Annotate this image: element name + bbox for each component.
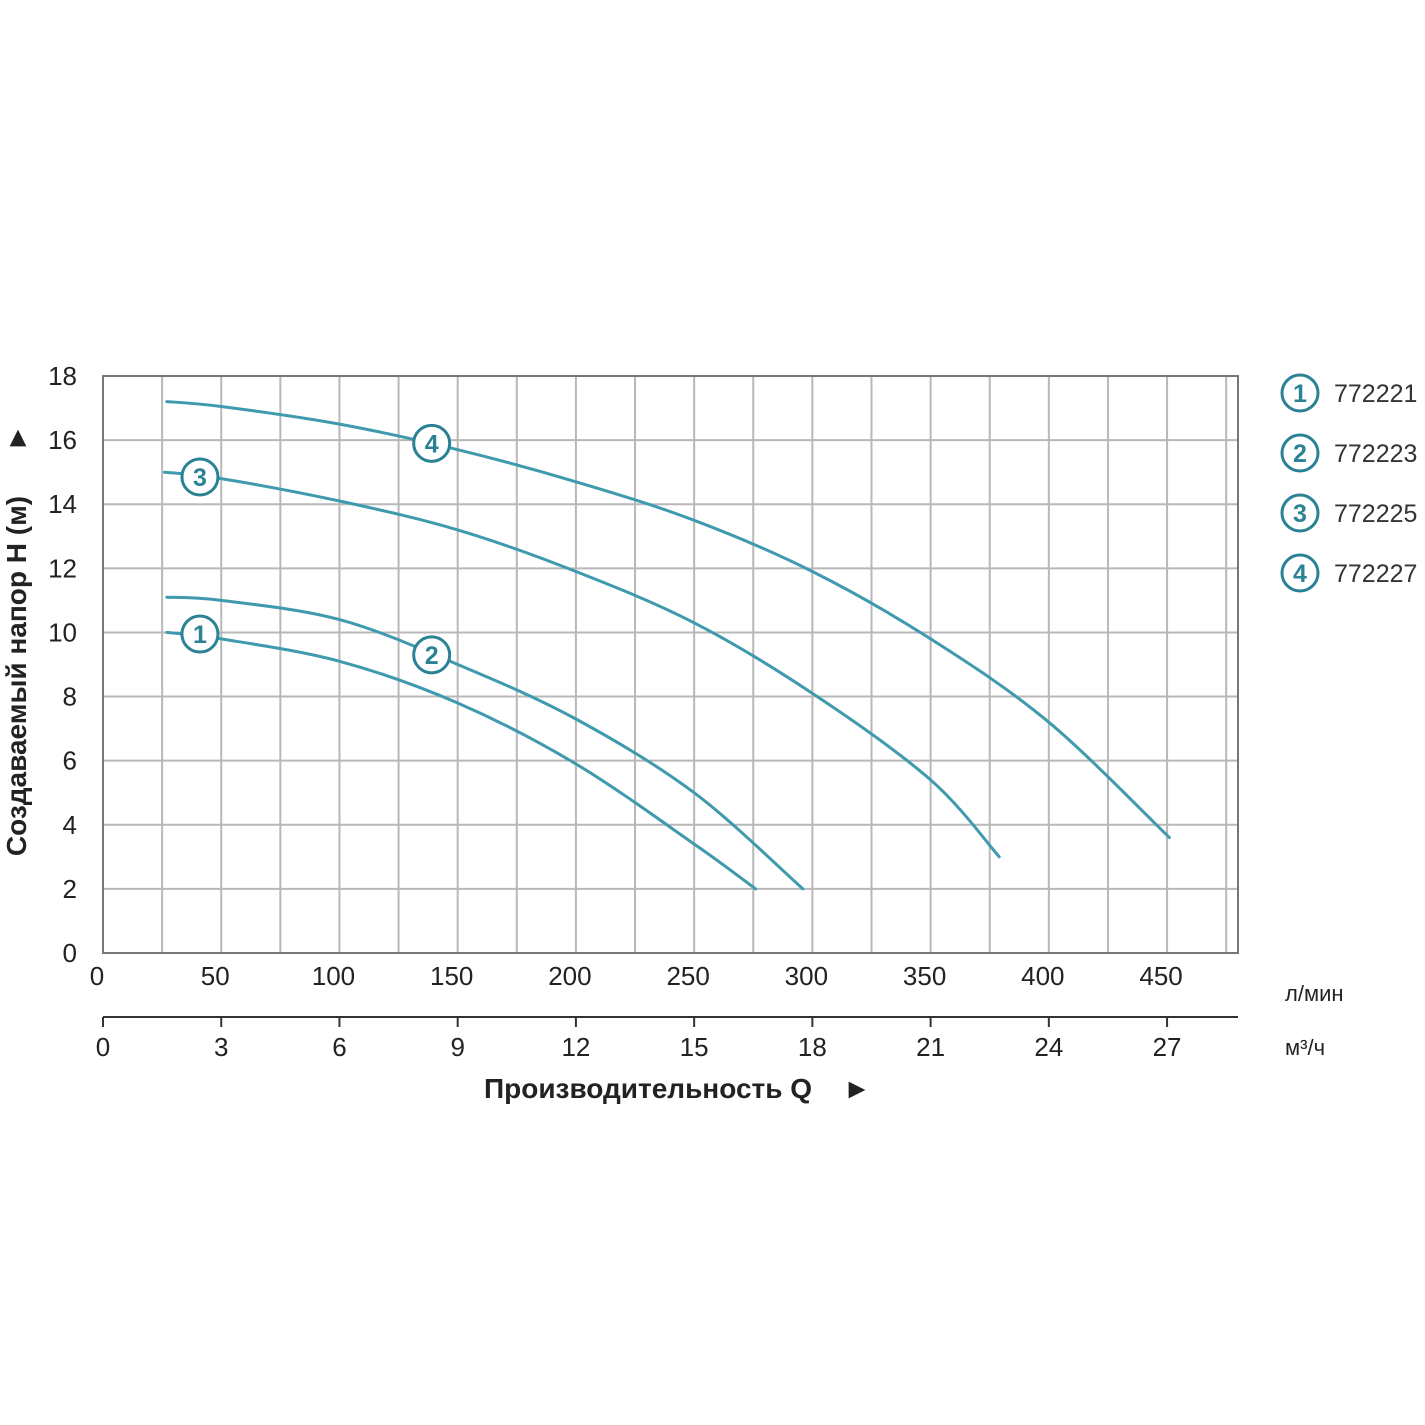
x-tick-label-lpm: 0 <box>90 961 104 991</box>
curve-markers: 1 2 3 4 <box>180 423 452 675</box>
legend-marker-circle <box>1280 433 1320 473</box>
legend-marker-label: 2 <box>1293 440 1307 468</box>
curve-772227 <box>165 400 1171 840</box>
curve-marker-circle <box>412 635 452 675</box>
legend-entry-label: 772221 <box>1334 380 1417 408</box>
x-axis-ticks-lpm: 0 50 100 150 200 250 300 350 400 450 <box>90 961 1183 991</box>
grid <box>103 376 1238 953</box>
x-tick-label-lpm: 350 <box>903 961 946 991</box>
curve-772221 <box>165 630 758 891</box>
x-tick-label-m3h: 0 <box>96 1032 110 1062</box>
x-tick-label-m3h: 3 <box>214 1032 228 1062</box>
y-tick-label: 14 <box>48 489 77 519</box>
x-tick-label-m3h: 15 <box>680 1032 709 1062</box>
y-tick-label: 4 <box>63 810 77 840</box>
curve-marker-circle <box>412 423 452 463</box>
legend-entry-label: 772225 <box>1334 500 1417 528</box>
curve-marker-label: 3 <box>193 464 207 492</box>
x-tick-label-lpm: 50 <box>201 961 230 991</box>
y-axis-arrow: ► <box>1 424 32 452</box>
x-tick-label-m3h: 27 <box>1153 1032 1182 1062</box>
x-tick-label-lpm: 400 <box>1021 961 1064 991</box>
x-tick-label-m3h: 12 <box>561 1032 590 1062</box>
y-tick-label: 2 <box>63 874 77 904</box>
x-tick-label-lpm: 300 <box>785 961 828 991</box>
curves <box>163 400 1171 891</box>
x-axis-arrow: ► <box>843 1073 871 1104</box>
unit-m3h: м³/ч <box>1285 1035 1325 1060</box>
y-tick-label: 12 <box>48 553 77 583</box>
x-tick-label-lpm: 100 <box>312 961 355 991</box>
x-tick-label-m3h: 9 <box>450 1032 464 1062</box>
legend-entry-label: 772227 <box>1334 560 1417 588</box>
legend-marker-label: 3 <box>1293 500 1307 528</box>
legend-marker-label: 1 <box>1293 380 1307 408</box>
y-tick-label: 18 <box>48 361 77 391</box>
y-tick-label: 8 <box>63 682 77 712</box>
y-tick-label: 0 <box>63 938 77 968</box>
y-tick-label: 16 <box>48 425 77 455</box>
curve-marker-label: 2 <box>425 642 439 670</box>
legend-marker-circle <box>1280 373 1320 413</box>
y-axis-title: Создаваемый напор H (м) <box>1 496 32 856</box>
legend-marker-label: 4 <box>1293 560 1307 588</box>
x-axis-ticks-m3h: 0 3 6 9 12 15 18 21 24 27 <box>96 1017 1182 1062</box>
y-tick-label: 6 <box>63 746 77 776</box>
x-axis-title: Производительность Q <box>484 1073 812 1104</box>
legend: 1 772221 2 772223 3 772225 4 772227 <box>1280 373 1417 593</box>
curve-marker-circle <box>180 457 220 497</box>
curve-772225 <box>163 470 1001 859</box>
legend-marker-circle <box>1280 553 1320 593</box>
legend-entry-label: 772223 <box>1334 440 1417 468</box>
y-axis-ticks: 0 2 4 6 8 10 12 14 16 18 <box>48 361 77 968</box>
x-tick-label-m3h: 21 <box>916 1032 945 1062</box>
x-tick-label-m3h: 18 <box>798 1032 827 1062</box>
legend-marker-circle <box>1280 493 1320 533</box>
curve-marker-label: 1 <box>193 621 207 649</box>
x-tick-label-lpm: 450 <box>1139 961 1182 991</box>
x-tick-label-lpm: 250 <box>666 961 709 991</box>
curve-marker-circle <box>180 614 220 654</box>
y-tick-label: 10 <box>48 617 77 647</box>
unit-lpm: л/мин <box>1285 981 1344 1006</box>
curve-marker-label: 4 <box>425 430 439 458</box>
x-tick-label-lpm: 150 <box>430 961 473 991</box>
x-tick-label-m3h: 6 <box>332 1032 346 1062</box>
curve-772223 <box>165 595 805 891</box>
x-tick-label-m3h: 24 <box>1034 1032 1063 1062</box>
plot-frame <box>102 375 1239 954</box>
x-tick-label-lpm: 200 <box>548 961 591 991</box>
